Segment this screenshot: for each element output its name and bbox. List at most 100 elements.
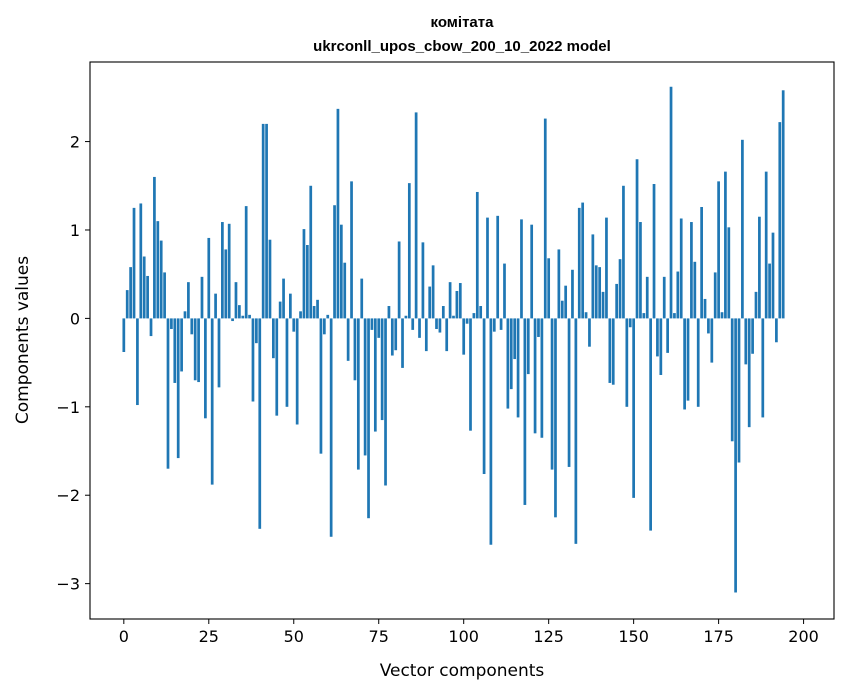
bar-46 xyxy=(278,301,282,319)
bar-67 xyxy=(350,181,353,319)
y-axis-ticks: −3 −2 −1 0 1 2 xyxy=(56,133,90,594)
bar-162 xyxy=(673,313,676,319)
bar-13 xyxy=(166,318,170,469)
bar-51 xyxy=(295,318,299,425)
bar-106 xyxy=(482,318,486,475)
bar-11 xyxy=(159,240,163,319)
bar-183 xyxy=(744,318,748,365)
bar-181 xyxy=(737,318,741,463)
bar-121 xyxy=(533,318,537,434)
bar-44 xyxy=(272,318,275,359)
bar-125 xyxy=(547,258,551,319)
bar-177 xyxy=(724,171,727,319)
bar-9 xyxy=(153,176,156,319)
y-tick-label: 0 xyxy=(70,309,80,328)
bar-93 xyxy=(438,318,442,333)
bar-193 xyxy=(778,122,782,319)
bar-138 xyxy=(591,234,595,319)
bar-158 xyxy=(659,318,663,375)
bars-group xyxy=(122,86,785,593)
x-tick-label: 25 xyxy=(199,627,219,646)
bar-151 xyxy=(635,159,639,319)
bar-98 xyxy=(455,290,459,319)
bar-168 xyxy=(693,261,697,319)
bar-141 xyxy=(601,291,605,319)
bar-186 xyxy=(754,291,758,319)
chart-title: комітата xyxy=(431,14,495,31)
bar-78 xyxy=(387,306,391,319)
bar-101 xyxy=(465,318,469,324)
bar-17 xyxy=(180,318,183,372)
bar-111 xyxy=(499,318,503,330)
bar-18 xyxy=(183,311,187,319)
bar-8 xyxy=(149,318,153,337)
bar-54 xyxy=(305,245,309,319)
bar-160 xyxy=(666,318,669,353)
x-tick-label: 0 xyxy=(119,627,129,646)
bar-4 xyxy=(136,318,139,406)
bar-91 xyxy=(431,265,435,319)
bar-88 xyxy=(421,242,425,319)
bar-166 xyxy=(686,318,690,401)
bar-130 xyxy=(564,285,568,319)
bar-96 xyxy=(448,282,452,319)
bar-83 xyxy=(404,315,408,319)
bar-61 xyxy=(329,318,333,537)
bar-97 xyxy=(452,315,455,319)
bar-127 xyxy=(554,318,557,518)
y-tick-label: 1 xyxy=(70,221,80,240)
y-axis-label: Components values xyxy=(13,256,33,424)
bar-137 xyxy=(588,318,591,347)
y-tick-label: 2 xyxy=(70,133,80,152)
bar-190 xyxy=(768,263,771,319)
bar-173 xyxy=(710,318,714,363)
bar-10 xyxy=(156,221,160,319)
bar-153 xyxy=(642,313,646,319)
bar-113 xyxy=(506,318,510,409)
bar-43 xyxy=(268,239,272,319)
bar-172 xyxy=(707,318,710,334)
bar-122 xyxy=(537,318,540,337)
bar-50 xyxy=(292,318,296,332)
bar-108 xyxy=(489,318,493,545)
bar-110 xyxy=(496,215,500,319)
bar-136 xyxy=(584,312,588,319)
bar-23 xyxy=(200,276,204,319)
bar-31 xyxy=(227,223,231,319)
bar-145 xyxy=(615,283,619,319)
bar-41 xyxy=(261,123,265,319)
bar-7 xyxy=(146,275,149,319)
bar-28 xyxy=(217,318,221,388)
bar-165 xyxy=(683,318,686,410)
bar-187 xyxy=(758,216,761,319)
bar-25 xyxy=(207,237,211,319)
bar-102 xyxy=(469,318,472,431)
bar-33 xyxy=(234,282,238,319)
bar-34 xyxy=(238,305,241,319)
x-tick-label: 125 xyxy=(533,627,564,646)
bar-154 xyxy=(645,276,649,319)
bar-42 xyxy=(265,123,268,319)
bar-192 xyxy=(775,318,778,343)
bar-62 xyxy=(333,205,336,319)
x-tick-label: 175 xyxy=(703,627,734,646)
bar-72 xyxy=(367,318,370,519)
bar-150 xyxy=(632,318,635,498)
bar-167 xyxy=(690,222,693,319)
bar-49 xyxy=(289,293,292,319)
bar-82 xyxy=(401,318,404,368)
bar-148 xyxy=(625,318,629,407)
bar-39 xyxy=(255,318,258,344)
bar-142 xyxy=(605,217,608,319)
bar-52 xyxy=(299,311,302,319)
bar-118 xyxy=(523,318,527,505)
bar-58 xyxy=(319,318,323,454)
bar-63 xyxy=(336,108,340,319)
bar-6 xyxy=(142,256,146,319)
bar-24 xyxy=(204,318,207,419)
bar-38 xyxy=(251,318,255,402)
bar-109 xyxy=(492,318,496,332)
bar-120 xyxy=(530,224,534,319)
bar-5 xyxy=(139,203,143,319)
bar-92 xyxy=(435,318,438,330)
